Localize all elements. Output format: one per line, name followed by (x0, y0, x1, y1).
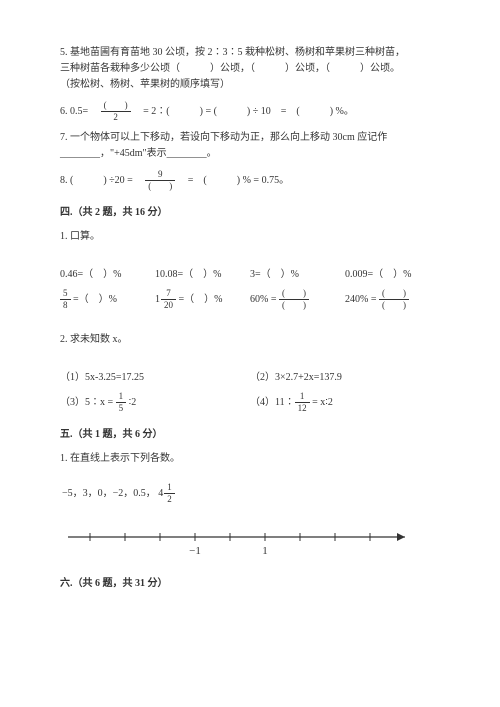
q8-frac: 9 ( ) (145, 170, 175, 191)
r2a-den: 8 (60, 300, 71, 310)
mfrac-den: 2 (164, 494, 175, 504)
r2a-num: 5 (60, 289, 71, 300)
calc-r1-c: 3=（ ）% (250, 267, 345, 283)
r2d-num: ( ) (379, 289, 409, 300)
q5-line1: 5. 基地苗圃有育苗地 30 公顷，按 2∶3∶5 栽种松树、杨树和苹果树三种树… (60, 45, 440, 61)
calc-row1: 0.46=（ ）% 10.08=（ ）% 3=（ ）% 0.009=（ ）% (60, 267, 440, 283)
mfrac-num: 1 (164, 483, 175, 494)
eqc-post: ∶2 (126, 397, 136, 408)
sec5-numbers: −5，3，0，−2，0.5， 4 1 2 (62, 483, 440, 504)
q8-pre: 8. ( ) ÷20 = (60, 175, 143, 186)
mfrac-whole: 4 (158, 486, 163, 502)
q6-frac-num: ( ) (101, 101, 131, 112)
q6-pre: 6. 0.5= (60, 106, 98, 117)
q6-frac-den: 2 (101, 112, 131, 122)
section6-title: 六.（共 6 题，共 31 分） (60, 576, 440, 592)
q8-frac-num: 9 (145, 170, 175, 181)
r2c-num: ( ) (279, 289, 309, 300)
eqd-pre: （4）11∶ (250, 397, 295, 408)
eqc-num: 1 (116, 392, 127, 403)
r2b-num: 7 (161, 289, 176, 300)
eq-b: （2）3×2.7+2x=137.9 (250, 370, 421, 386)
section4-title: 四.（共 2 题，共 16 分） (60, 205, 440, 221)
sec4-q2: 2. 求未知数 x。 (60, 332, 440, 348)
eq-c: （3）5∶x = 1 5 ∶2 (60, 392, 231, 413)
eq-d: （4）11∶ 1 12 = x∶2 (250, 392, 421, 413)
eqd-num: 1 (295, 392, 310, 403)
calc-r2-d: 240% = ( ) ( ) (345, 289, 440, 310)
tick-neg1: −1 (189, 545, 201, 557)
eq-a: （1）5x-3.25=17.25 (60, 370, 231, 386)
q7-line1: 7. 一个物体可以上下移动，若设向下移动为正，那么向上移动 30cm 应记作 (60, 130, 440, 146)
r2d-pre: 240% = (345, 294, 379, 305)
q8: 8. ( ) ÷20 = 9 ( ) = ( ) % = 0.75。 (60, 170, 440, 191)
q5-line2: 三种树苗各栽种多少公顷（ ）公顷，（ ）公顷，（ ）公顷。 (60, 61, 440, 77)
q8-post: = ( ) % = 0.75。 (178, 175, 289, 186)
calc-r2-b: 1 7 20 =（ ）% (155, 289, 250, 310)
calc-r2-a: 5 8 =（ ）% (60, 289, 155, 310)
eqd-den: 12 (295, 403, 310, 413)
q6-post: = 2∶( ) = ( ) ÷ 10 = ( ) %。 (133, 106, 354, 117)
sec5-numlist: −5，3，0，−2，0.5， (62, 488, 156, 499)
calc-r1-d: 0.009=（ ）% (345, 267, 440, 283)
number-line: −1 1 (60, 522, 440, 562)
r2c-pre: 60% = (250, 294, 279, 305)
r2c-den: ( ) (279, 300, 309, 310)
r2b-den: 20 (161, 300, 176, 310)
r2b-whole: 1 (155, 292, 160, 308)
r2a-post: =（ ）% (71, 294, 117, 305)
calc-r2-c: 60% = ( ) ( ) (250, 289, 345, 310)
sec5-mfrac: 4 1 2 (158, 483, 175, 504)
q5-line3: （按松树、杨树、苹果树的顺序填写） (60, 77, 440, 93)
eq-row2: （3）5∶x = 1 5 ∶2 （4）11∶ 1 12 = x∶2 (60, 392, 440, 413)
q6-frac: ( ) 2 (101, 101, 131, 122)
tick-pos1: 1 (262, 545, 268, 557)
q8-frac-den: ( ) (145, 181, 175, 191)
section5-title: 五.（共 1 题，共 6 分） (60, 427, 440, 443)
r2d-den: ( ) (379, 300, 409, 310)
eqc-pre: （3）5∶x = (60, 397, 116, 408)
calc-r1-b: 10.08=（ ）% (155, 267, 250, 283)
eqc-den: 5 (116, 403, 127, 413)
eqd-post: = x∶2 (310, 397, 333, 408)
eq-row1: （1）5x-3.25=17.25 （2）3×2.7+2x=137.9 (60, 370, 440, 386)
sec4-q1: 1. 口算。 (60, 229, 440, 245)
q7-line2: ________，"+45dm"表示________。 (60, 146, 440, 162)
sec5-q1: 1. 在直线上表示下列各数。 (60, 451, 440, 467)
q6: 6. 0.5= ( ) 2 = 2∶( ) = ( ) ÷ 10 = ( ) %… (60, 101, 440, 122)
r2b-post: =（ ）% (176, 294, 222, 305)
calc-r1-a: 0.46=（ ）% (60, 267, 155, 283)
calc-row2: 5 8 =（ ）% 1 7 20 =（ ）% 60% = ( ) ( ) 240… (60, 289, 440, 310)
